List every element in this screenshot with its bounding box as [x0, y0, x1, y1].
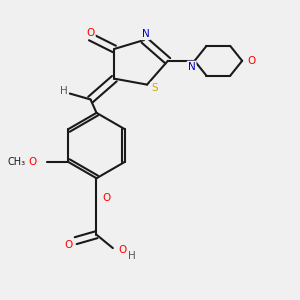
Text: O: O [86, 28, 95, 38]
Text: O: O [102, 193, 110, 202]
Text: N: N [142, 29, 149, 39]
Text: H: H [128, 250, 136, 260]
Text: CH₃: CH₃ [7, 157, 25, 167]
Text: O: O [118, 244, 127, 255]
Text: N: N [188, 62, 196, 72]
Text: O: O [247, 56, 255, 66]
Text: H: H [60, 85, 68, 96]
Text: S: S [151, 82, 158, 93]
Text: O: O [64, 240, 72, 250]
Text: O: O [28, 157, 37, 167]
